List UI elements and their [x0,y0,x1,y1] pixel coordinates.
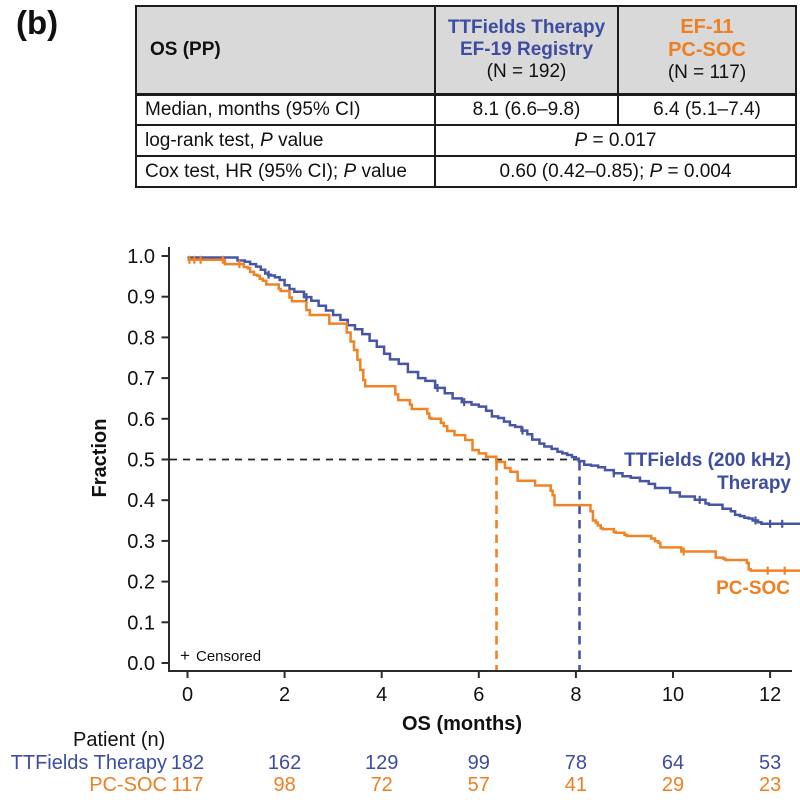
svg-text:12: 12 [759,684,781,706]
svg-text:0.5: 0.5 [127,450,155,472]
svg-text:Censored: Censored [196,648,261,665]
svg-text:Fraction: Fraction [89,419,111,498]
svg-text:0.0: 0.0 [127,653,155,675]
svg-text:2: 2 [279,684,290,706]
svg-text:0: 0 [182,684,193,706]
svg-text:98: 98 [273,774,295,796]
svg-text:Patient (n): Patient (n) [73,729,165,751]
svg-text:29: 29 [662,774,684,796]
svg-text:8: 8 [570,684,581,706]
svg-text:78: 78 [565,752,587,774]
svg-text:23: 23 [759,774,781,796]
svg-text:0.6: 0.6 [127,409,155,431]
svg-text:Therapy: Therapy [717,473,791,494]
svg-text:72: 72 [371,774,393,796]
svg-text:6: 6 [473,684,484,706]
svg-text:TTFields Therapy: TTFields Therapy [11,752,167,774]
svg-text:0.3: 0.3 [127,531,155,553]
svg-text:41: 41 [565,774,587,796]
svg-text:PC-SOC: PC-SOC [89,774,167,796]
svg-text:64: 64 [662,752,684,774]
svg-text:0.1: 0.1 [127,612,155,634]
svg-text:0.8: 0.8 [127,327,155,349]
svg-text:10: 10 [662,684,684,706]
svg-text:1.0: 1.0 [127,246,155,268]
svg-text:0.4: 0.4 [127,490,155,512]
svg-text:0.9: 0.9 [127,287,155,309]
svg-text:OS (months): OS (months) [402,713,522,735]
svg-text:117: 117 [172,774,204,796]
svg-text:+: + [180,646,190,665]
svg-text:0.2: 0.2 [127,572,155,594]
svg-text:53: 53 [759,752,781,774]
svg-text:57: 57 [468,774,490,796]
svg-text:4: 4 [376,684,387,706]
svg-text:162: 162 [268,752,301,774]
svg-text:0.7: 0.7 [127,368,155,390]
svg-text:99: 99 [468,752,490,774]
svg-text:182: 182 [171,752,204,774]
svg-text:129: 129 [365,752,398,774]
svg-text:PC-SOC: PC-SOC [716,578,790,599]
svg-text:TTFields (200 kHz): TTFields (200 kHz) [624,450,791,471]
